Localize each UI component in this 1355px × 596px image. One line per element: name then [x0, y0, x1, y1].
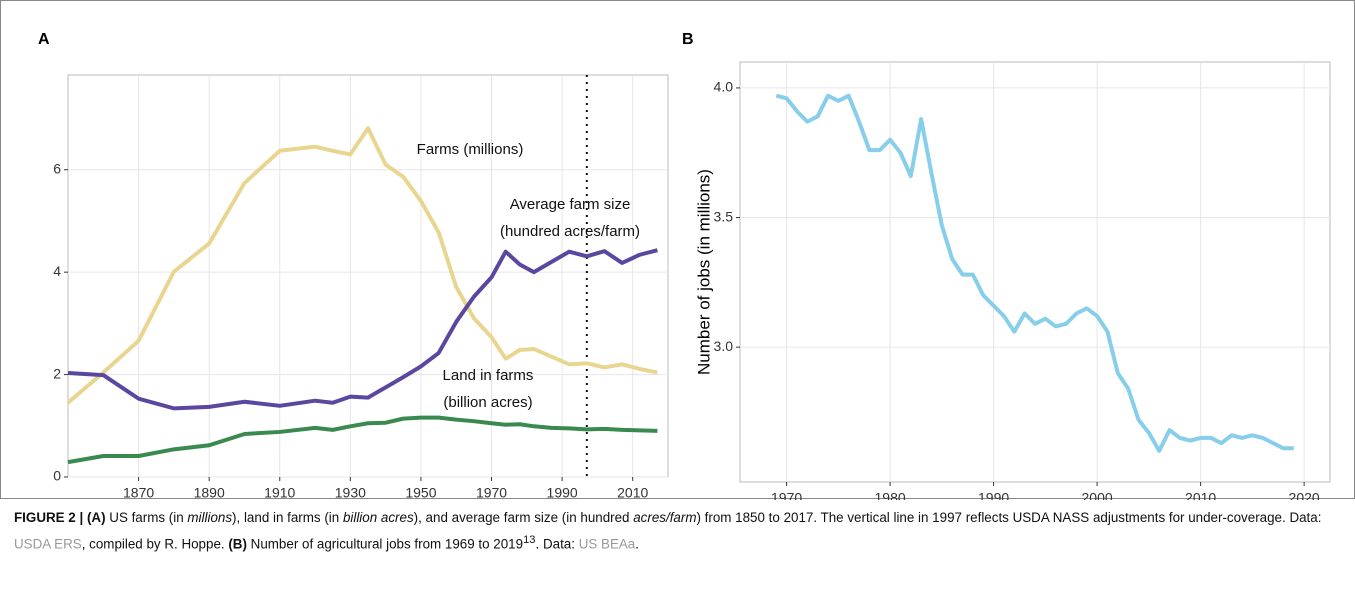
x-tick-label: 2010	[617, 485, 648, 500]
x-tick-label: 1890	[194, 485, 225, 500]
caption-part: ), land in farms (in	[232, 510, 343, 525]
caption-link[interactable]: US BEAa	[578, 536, 636, 552]
x-tick-label: 2020	[1289, 490, 1320, 500]
caption-link[interactable]: USDA ERS	[14, 536, 82, 552]
panel-label: A	[38, 31, 50, 48]
x-tick-label: 1950	[405, 485, 436, 500]
x-tick-label: 1910	[264, 485, 295, 500]
plot-panel	[739, 61, 1331, 483]
y-tick-label: 2	[53, 365, 61, 381]
caption-part: billion acres	[342, 510, 414, 525]
y-axis-label: Number of jobs (in millions)	[694, 169, 713, 375]
x-tick-label: 1980	[875, 490, 906, 500]
caption-part: US farms (in	[105, 510, 188, 525]
y-tick-label: 3.0	[714, 338, 734, 354]
y-tick-label: 0	[53, 468, 61, 484]
series-label: Land in farms	[443, 367, 534, 384]
x-tick-label: 1970	[476, 485, 507, 500]
series-line	[66, 126, 658, 405]
caption-part: FIGURE 2 |	[14, 510, 87, 525]
caption-part: Number of agricultural jobs from 1969 to…	[246, 536, 524, 552]
series-label: (hundred acres/farm)	[500, 223, 640, 240]
caption-part: , compiled by R. Hoppe.	[81, 536, 229, 552]
series-line	[67, 415, 658, 465]
x-tick-label: 1990	[978, 490, 1009, 500]
series-line	[775, 93, 1294, 453]
y-tick-label: 4	[53, 263, 61, 279]
caption-part: acres/farm	[633, 510, 697, 525]
caption-part: ) from 1850 to 2017. The vertical line i…	[696, 510, 1322, 525]
y-tick-label: 4.0	[714, 79, 734, 95]
x-tick-label: 1870	[123, 485, 154, 500]
x-tick-label: 1970	[771, 490, 802, 500]
x-tick-label: 2000	[1082, 490, 1113, 500]
caption: FIGURE 2 | (A) US farms (in millions), l…	[14, 507, 1344, 555]
series-line	[67, 248, 658, 411]
caption-part: (A)	[86, 510, 106, 525]
series-label: Farms (millions)	[417, 141, 524, 158]
series-label: (billion acres)	[443, 394, 532, 411]
y-tick-label: 3.5	[714, 208, 734, 224]
caption-part: ), and average farm size (in hundred	[413, 510, 634, 525]
figure: 0 2 4 6 1870 1890 1910 1930 1950 1970 1990 2010 A 3.0…	[0, 0, 1355, 500]
caption-ref: 13	[523, 534, 536, 546]
panel-label: B	[682, 31, 694, 48]
caption-part: .	[635, 536, 639, 552]
caption-part: (B)	[228, 536, 247, 552]
x-tick-label: 2010	[1185, 490, 1216, 500]
x-tick-label: 1990	[547, 485, 578, 500]
caption-part: millions	[187, 510, 233, 525]
x-tick-label: 1930	[335, 485, 366, 500]
caption-part: . Data:	[535, 536, 579, 552]
y-tick-label: 6	[53, 160, 61, 176]
series-label: Average farm size	[510, 196, 631, 213]
plot-panel	[67, 74, 669, 478]
